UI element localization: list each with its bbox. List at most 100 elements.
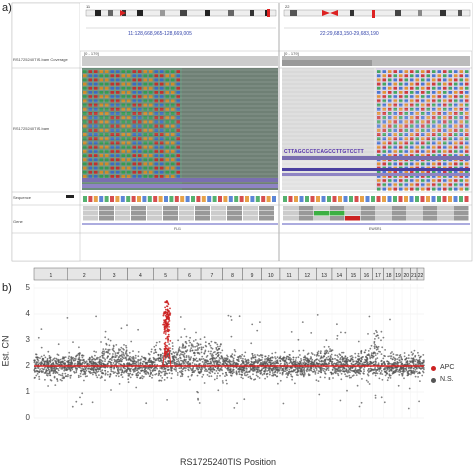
ns-point [269,363,272,366]
ns-point [360,401,363,404]
ns-point [271,352,274,355]
ns-point [206,370,209,372]
apc-point [167,328,169,331]
ns-point [216,360,219,362]
ns-point [176,363,179,365]
ns-point [137,328,140,331]
ns-point [192,357,195,360]
ns-point [322,369,325,372]
ns-point [81,367,83,370]
ns-point [415,363,417,366]
ns-point [271,368,274,371]
ns-point [88,359,91,361]
ns-point [418,360,420,362]
ns-point [368,368,370,370]
ns-point [380,330,383,333]
ns-point [236,358,238,361]
ns-point [334,363,337,366]
ns-point [62,377,65,380]
ns-point [34,367,36,369]
panel-a-label: a) [2,2,12,14]
ns-point [83,362,86,365]
ns-point [47,366,50,369]
ns-point [256,329,259,332]
gene-track-name[interactable]: Gene [13,219,23,224]
ns-point [167,369,169,372]
ns-point [377,366,379,369]
ns-point [181,347,184,349]
ns-point [367,381,369,383]
apc-point [164,333,167,335]
left-gene-label[interactable]: FLI1 [174,227,182,231]
ns-point [84,361,87,364]
ns-point [318,366,321,369]
ns-point [418,358,421,361]
ns-point [381,346,384,349]
ns-point [50,366,53,369]
ns-point [270,359,273,362]
ns-point [231,360,233,363]
apc-point [166,329,168,332]
ns-point [417,354,420,357]
apc-point [165,308,167,311]
ns-point [114,352,117,354]
ns-point [331,357,334,360]
ns-point [324,350,326,352]
ns-point [176,360,178,363]
ns-point [286,355,289,358]
right-gene-label[interactable]: EWSR1 [369,227,382,231]
ns-point [127,367,130,370]
ns-point [185,356,188,359]
ns-point [239,355,241,357]
ns-point [259,372,262,374]
ns-point [118,360,121,363]
ns-point [88,363,91,366]
svg-text:2: 2 [83,273,86,279]
ns-point [126,363,129,366]
ns-point [171,348,174,350]
ns-point [397,384,400,387]
ns-point [237,359,240,362]
ns-point [284,370,287,372]
ns-point [382,357,385,360]
ns-point [38,375,40,378]
ns-point [131,373,134,376]
left-locus[interactable]: 11:128,668,965-128,669,005 [128,31,192,37]
coverage-track-name[interactable]: RS1725240TIS.bam Coverage [13,57,68,62]
ns-point [152,361,155,363]
ns-point [178,367,181,370]
ns-point [311,358,314,361]
ns-point [337,356,339,358]
right-locus[interactable]: 22:29,683,150-29,683,190 [320,31,379,37]
apc-point [163,311,166,314]
ns-point [75,400,78,403]
ns-point [116,352,119,354]
ns-point [311,370,314,373]
ns-point [116,372,118,375]
ns-point [42,359,45,361]
right-chromosome-tab[interactable]: 22 [285,4,290,9]
ns-point [215,370,218,372]
ns-point [297,356,300,359]
ns-point [163,363,166,366]
apc-point [167,330,170,333]
ns-point [364,361,366,364]
ns-point [351,356,354,359]
apc-point [165,320,167,323]
ns-point [202,346,205,349]
ns-point [374,374,377,377]
ns-point [186,349,189,352]
left-chromosome-tab[interactable]: 11 [86,4,91,9]
ns-point [75,355,77,358]
ns-point [327,367,330,369]
sequence-track-name[interactable]: Sequence [13,195,32,200]
ns-point [300,359,303,362]
ns-point [189,341,192,344]
ns-point [297,338,300,341]
ns-point [252,354,254,357]
ns-point [253,378,255,381]
ns-point [359,372,362,375]
bam-track-name[interactable]: RS1725240TIS.bam [13,126,50,131]
ns-point [242,361,244,364]
ns-point [260,369,263,372]
